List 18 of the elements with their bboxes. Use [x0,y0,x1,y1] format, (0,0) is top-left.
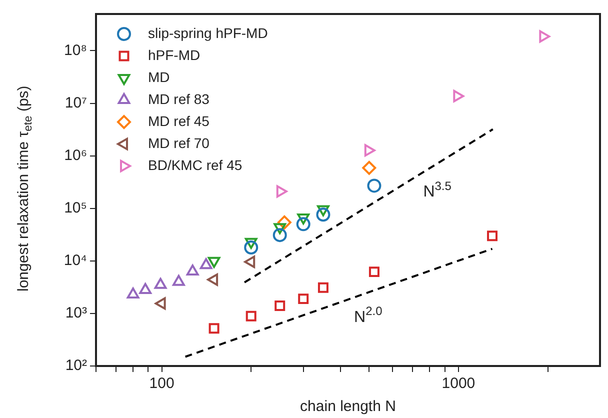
y-tick-label: 10² [65,357,87,374]
legend-label: hPF-MD [148,46,200,63]
y-axis-title: longest relaxation time τete (ps) [15,86,35,292]
y-tick-label: 10⁸ [64,42,87,59]
legend-label: MD ref 70 [148,134,210,151]
legend-label: BD/KMC ref 45 [148,156,242,173]
legend-label: MD ref 83 [148,90,210,107]
legend-label: MD [148,68,170,85]
legend-label: MD ref 45 [148,112,210,129]
legend-label: slip-spring hPF-MD [148,24,268,41]
y-tick-label: 10⁵ [64,200,87,217]
y-tick-label: 10⁷ [64,94,87,112]
x-axis-title: chain length N [300,398,396,416]
y-tick-label: 10⁴ [64,252,87,270]
y-tick-label: 10³ [65,304,87,322]
x-tick-label: 100 [149,375,174,392]
x-tick-label: 1000 [442,375,476,392]
y-tick-label: 10⁶ [64,146,87,164]
